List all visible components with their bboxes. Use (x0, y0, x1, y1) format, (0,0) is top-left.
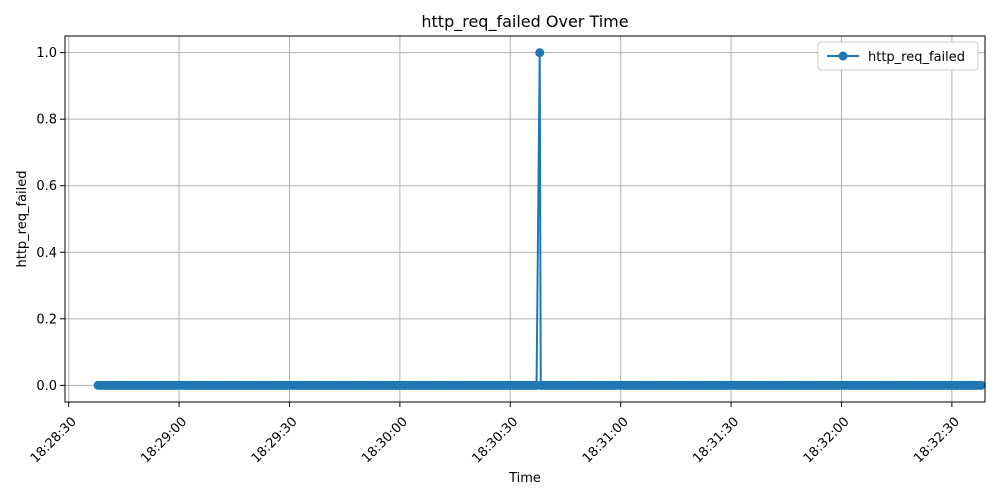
y-ticks: 0.0 0.2 0.4 0.6 0.8 1.0 (36, 46, 65, 394)
legend-box (817, 41, 979, 71)
data-point (535, 48, 545, 58)
legend-label: http_req_failed (868, 50, 965, 65)
data-point (976, 380, 986, 390)
y-tick-label: 0.2 (36, 312, 57, 327)
y-tick-label: 1.0 (36, 46, 57, 61)
legend: http_req_failed (817, 41, 979, 71)
y-axis-title: http_req_failed (15, 170, 30, 267)
plot-frame (64, 35, 986, 403)
x-axis-title: Time (508, 471, 541, 486)
y-tick-label: 0.4 (36, 246, 57, 261)
series-layer (93, 48, 986, 390)
y-tick-label: 0.0 (36, 379, 57, 394)
legend-marker (838, 51, 848, 61)
chart-title: http_req_failed Over Time (421, 12, 628, 32)
y-tick-label: 0.8 (36, 113, 57, 128)
y-tick-label: 0.6 (36, 179, 57, 194)
